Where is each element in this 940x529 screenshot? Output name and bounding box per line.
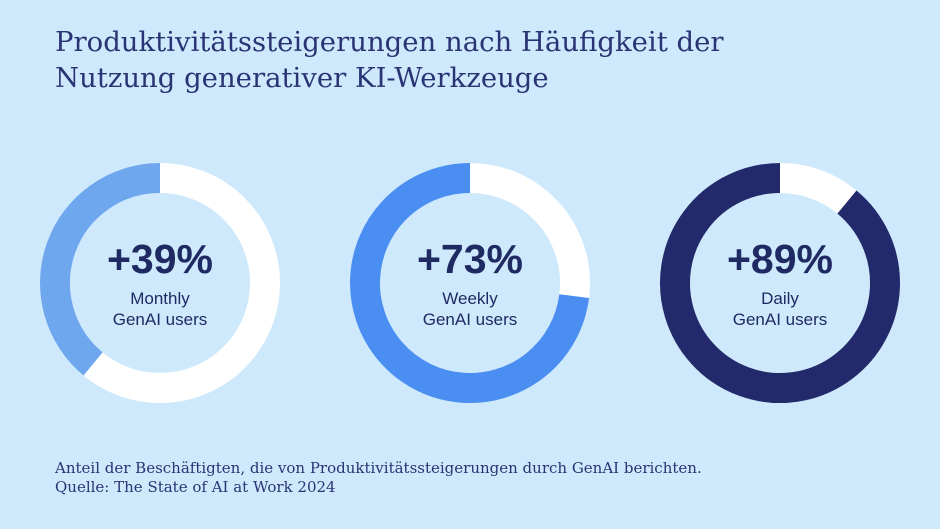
donut-center-daily: +89% Daily GenAI users (655, 158, 905, 408)
donut-label-line: GenAI users (732, 310, 828, 329)
footnote-source: Quelle: The State of AI at Work 2024 (55, 478, 336, 496)
donut-label-daily: Daily GenAI users (733, 288, 828, 330)
donut-label-line: Weekly (442, 289, 498, 308)
donut-label-line: GenAI users (112, 310, 208, 329)
donut-value-weekly: +73% (416, 236, 523, 282)
donut-svg-weekly (350, 163, 590, 403)
donut-svg-daily (660, 163, 900, 403)
donut-weekly: +73% Weekly GenAI users (345, 158, 595, 408)
donut-label-line: GenAI users (422, 310, 518, 329)
donut-center-weekly: +73% Weekly GenAI users (345, 158, 595, 408)
donut-label-line: Daily (761, 289, 799, 308)
donut-label-weekly: Weekly GenAI users (423, 288, 518, 330)
footnote: Anteil der Beschäftigten, die von Produk… (55, 459, 915, 497)
footnote-description: Anteil der Beschäftigten, die von Produk… (55, 459, 702, 477)
donut-monthly: +39% Monthly GenAI users (35, 158, 285, 408)
donut-daily: +89% Daily GenAI users (655, 158, 905, 408)
title-line-2: Nutzung generativer KI-Werkzeuge (55, 62, 549, 94)
donut-value-arc (40, 163, 161, 376)
donut-value-monthly: +39% (106, 236, 213, 282)
chart-title: Produktivitätssteigerungen nach Häufigke… (55, 24, 895, 96)
donut-value-arc (660, 163, 900, 403)
donut-value-daily: +89% (726, 236, 833, 282)
title-line-1: Produktivitätssteigerungen nach Häufigke… (55, 26, 724, 58)
donut-svg-monthly (40, 163, 280, 403)
donut-label-line: Monthly (130, 289, 190, 308)
donut-value-arc (350, 163, 590, 403)
donut-center-monthly: +39% Monthly GenAI users (35, 158, 285, 408)
donut-label-monthly: Monthly GenAI users (113, 288, 208, 330)
